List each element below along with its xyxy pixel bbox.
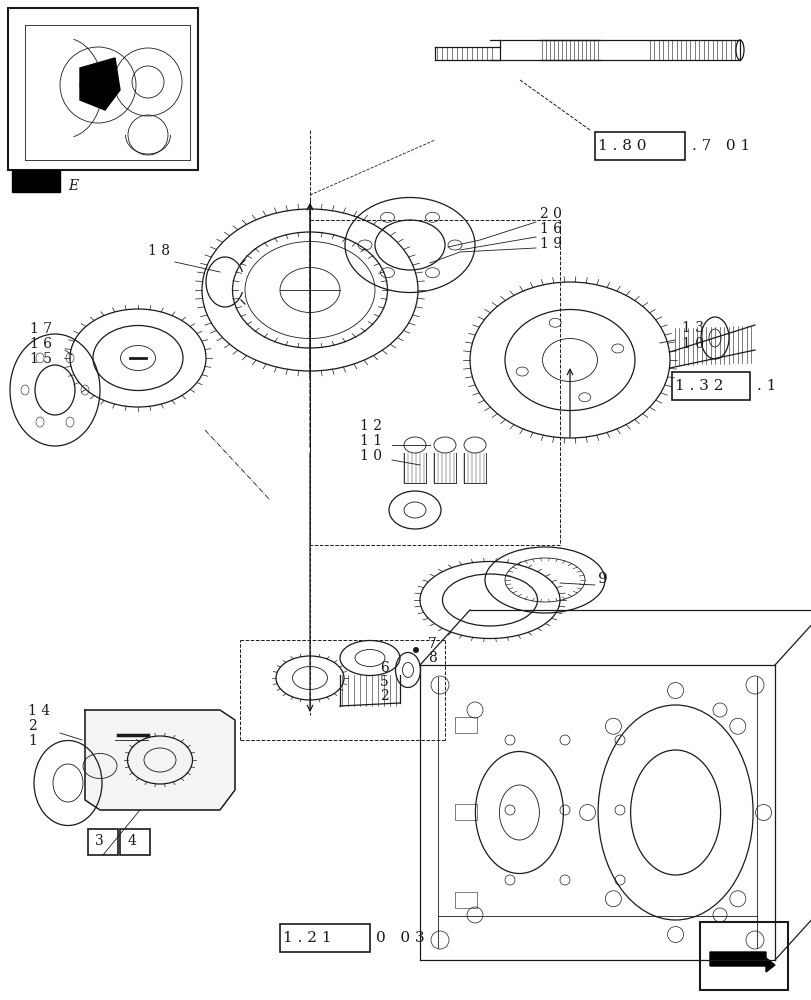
Bar [88,829,118,855]
Text: 5: 5 [380,675,388,689]
Text: 1 . 8 0: 1 . 8 0 [597,139,646,153]
Text: 1 1: 1 1 [359,434,382,448]
Polygon shape [80,58,120,110]
Bar [8,8,198,170]
Bar [12,170,60,192]
Text: . 1: . 1 [756,379,775,393]
Bar [454,892,476,908]
Text: 1 0: 1 0 [681,337,703,351]
Text: 2: 2 [380,689,388,703]
Text: 1 4: 1 4 [28,704,50,718]
Text: 7: 7 [427,637,436,651]
Polygon shape [85,710,234,810]
Text: 1 6: 1 6 [30,337,52,351]
Bar [594,132,684,160]
Text: 1 . 3 2: 1 . 3 2 [674,379,723,393]
Text: 1: 1 [28,734,36,748]
Bar [454,804,476,820]
Text: E: E [68,179,78,193]
Bar [454,717,476,733]
Text: 1 0: 1 0 [359,449,381,463]
Bar [280,924,370,952]
Text: 4: 4 [128,834,137,848]
Bar [672,372,749,400]
Polygon shape [709,952,774,972]
Text: . 7   0 1: . 7 0 1 [691,139,749,153]
Text: 2: 2 [28,719,36,733]
Text: 1 3: 1 3 [681,321,703,335]
Bar [120,829,150,855]
Text: 9: 9 [597,572,607,586]
Text: 0   0 3: 0 0 3 [375,931,424,945]
Bar [699,922,787,990]
Text: 1 7: 1 7 [30,322,52,336]
Text: 1 8: 1 8 [148,244,169,258]
Text: 6: 6 [380,661,388,675]
Text: 1 9: 1 9 [539,237,561,251]
Text: 8: 8 [427,651,436,665]
Text: 1 5: 1 5 [30,352,52,366]
Circle shape [413,647,418,653]
Text: 1 2: 1 2 [359,419,381,433]
Text: 1 6: 1 6 [539,222,561,236]
Text: 3: 3 [95,834,104,848]
Text: 1 . 2 1: 1 . 2 1 [283,931,331,945]
Text: 2 0: 2 0 [539,207,561,221]
